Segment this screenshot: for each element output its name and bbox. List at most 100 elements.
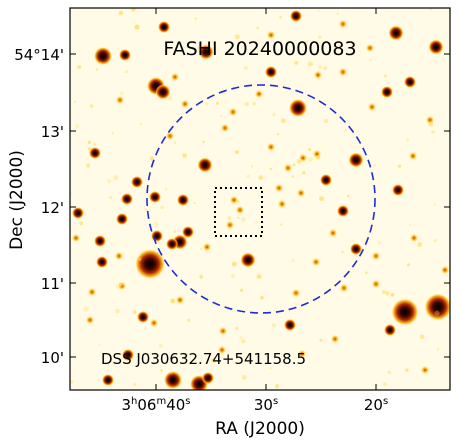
noise-speck	[139, 123, 142, 126]
star	[122, 349, 134, 361]
noise-speck	[291, 175, 294, 178]
star	[202, 242, 212, 252]
noise-speck	[113, 175, 119, 181]
noise-speck	[222, 91, 226, 95]
noise-speck	[173, 141, 177, 145]
star	[365, 43, 375, 53]
star	[116, 213, 128, 225]
star	[338, 19, 348, 29]
star	[235, 205, 245, 215]
star	[229, 195, 239, 205]
noise-speck	[241, 339, 246, 344]
noise-speck	[246, 174, 250, 178]
noise-speck	[119, 282, 123, 287]
star	[381, 86, 393, 98]
star	[198, 44, 214, 60]
noise-speck	[346, 194, 350, 198]
noise-speck	[398, 164, 402, 168]
star	[350, 243, 362, 255]
star	[367, 102, 377, 112]
noise-speck	[434, 310, 440, 316]
noise-speck	[241, 375, 247, 380]
source-box	[214, 187, 263, 237]
x-tick-label: 20s	[364, 396, 388, 414]
star	[94, 235, 106, 247]
noise-speck	[109, 195, 113, 200]
noise-speck	[212, 40, 217, 45]
star	[158, 21, 170, 33]
noise-speck	[436, 347, 440, 351]
noise-speck	[406, 263, 411, 267]
star	[283, 163, 293, 173]
noise-speck	[344, 129, 347, 132]
star	[149, 318, 159, 328]
noise-speck	[202, 140, 205, 143]
noise-speck	[258, 175, 264, 181]
x-tick-label: 30s	[254, 396, 278, 414]
noise-speck	[98, 343, 101, 346]
noise-speck	[154, 222, 159, 226]
star	[135, 249, 165, 279]
star	[166, 238, 178, 250]
star	[408, 151, 418, 161]
noise-speck	[200, 247, 203, 250]
noise-speck	[341, 250, 344, 254]
noise-speck	[160, 205, 165, 210]
star	[274, 183, 284, 193]
plot-frame	[69, 7, 451, 391]
noise-speck	[433, 203, 436, 206]
noise-speck	[308, 157, 314, 162]
noise-speck	[296, 159, 302, 164]
star	[155, 84, 171, 100]
noise-speck	[307, 61, 313, 67]
y-tick-label: 54°14'	[14, 46, 64, 64]
noise-speck	[86, 163, 91, 168]
star	[89, 147, 101, 159]
star	[391, 298, 419, 326]
noise-speck	[138, 257, 142, 261]
noise-speck	[323, 118, 329, 124]
noise-speck	[99, 61, 103, 65]
noise-speck	[431, 130, 435, 134]
star	[330, 334, 340, 344]
star	[277, 199, 287, 209]
noise-speck	[433, 239, 437, 243]
noise-speck	[256, 274, 262, 279]
noise-speck	[193, 201, 196, 205]
noise-speck	[73, 100, 77, 103]
noise-speck	[118, 10, 124, 16]
noise-speck	[77, 64, 82, 70]
noise-speck	[216, 101, 219, 105]
noise-speck	[88, 147, 92, 151]
noise-speck	[115, 308, 120, 314]
star	[266, 30, 276, 40]
noise-speck	[235, 150, 239, 155]
star	[265, 66, 277, 78]
source-label: DSS J030632.74+541158.5	[101, 350, 306, 368]
star	[328, 228, 338, 238]
noise-speck	[255, 221, 258, 224]
noise-speck	[83, 306, 89, 312]
noise-speck	[149, 156, 154, 161]
noise-speck	[276, 133, 280, 136]
noise-speck	[406, 138, 409, 142]
star	[392, 184, 404, 196]
y-axis-label: Dec (J2000)	[7, 150, 27, 250]
star	[290, 10, 302, 22]
noise-speck	[385, 291, 390, 296]
star	[175, 295, 185, 305]
noise-speck	[95, 68, 99, 71]
noise-speck	[250, 165, 253, 168]
star	[388, 25, 404, 41]
noise-speck	[272, 113, 276, 117]
star	[225, 220, 235, 230]
noise-speck	[89, 104, 94, 108]
noise-speck	[134, 24, 140, 30]
noise-speck	[323, 66, 328, 71]
star	[149, 191, 161, 203]
noise-speck	[237, 200, 240, 203]
noise-speck	[315, 155, 321, 160]
noise-speck	[132, 310, 137, 314]
noise-speck	[187, 318, 191, 322]
image-title: FASHI 20240000083	[163, 38, 356, 60]
